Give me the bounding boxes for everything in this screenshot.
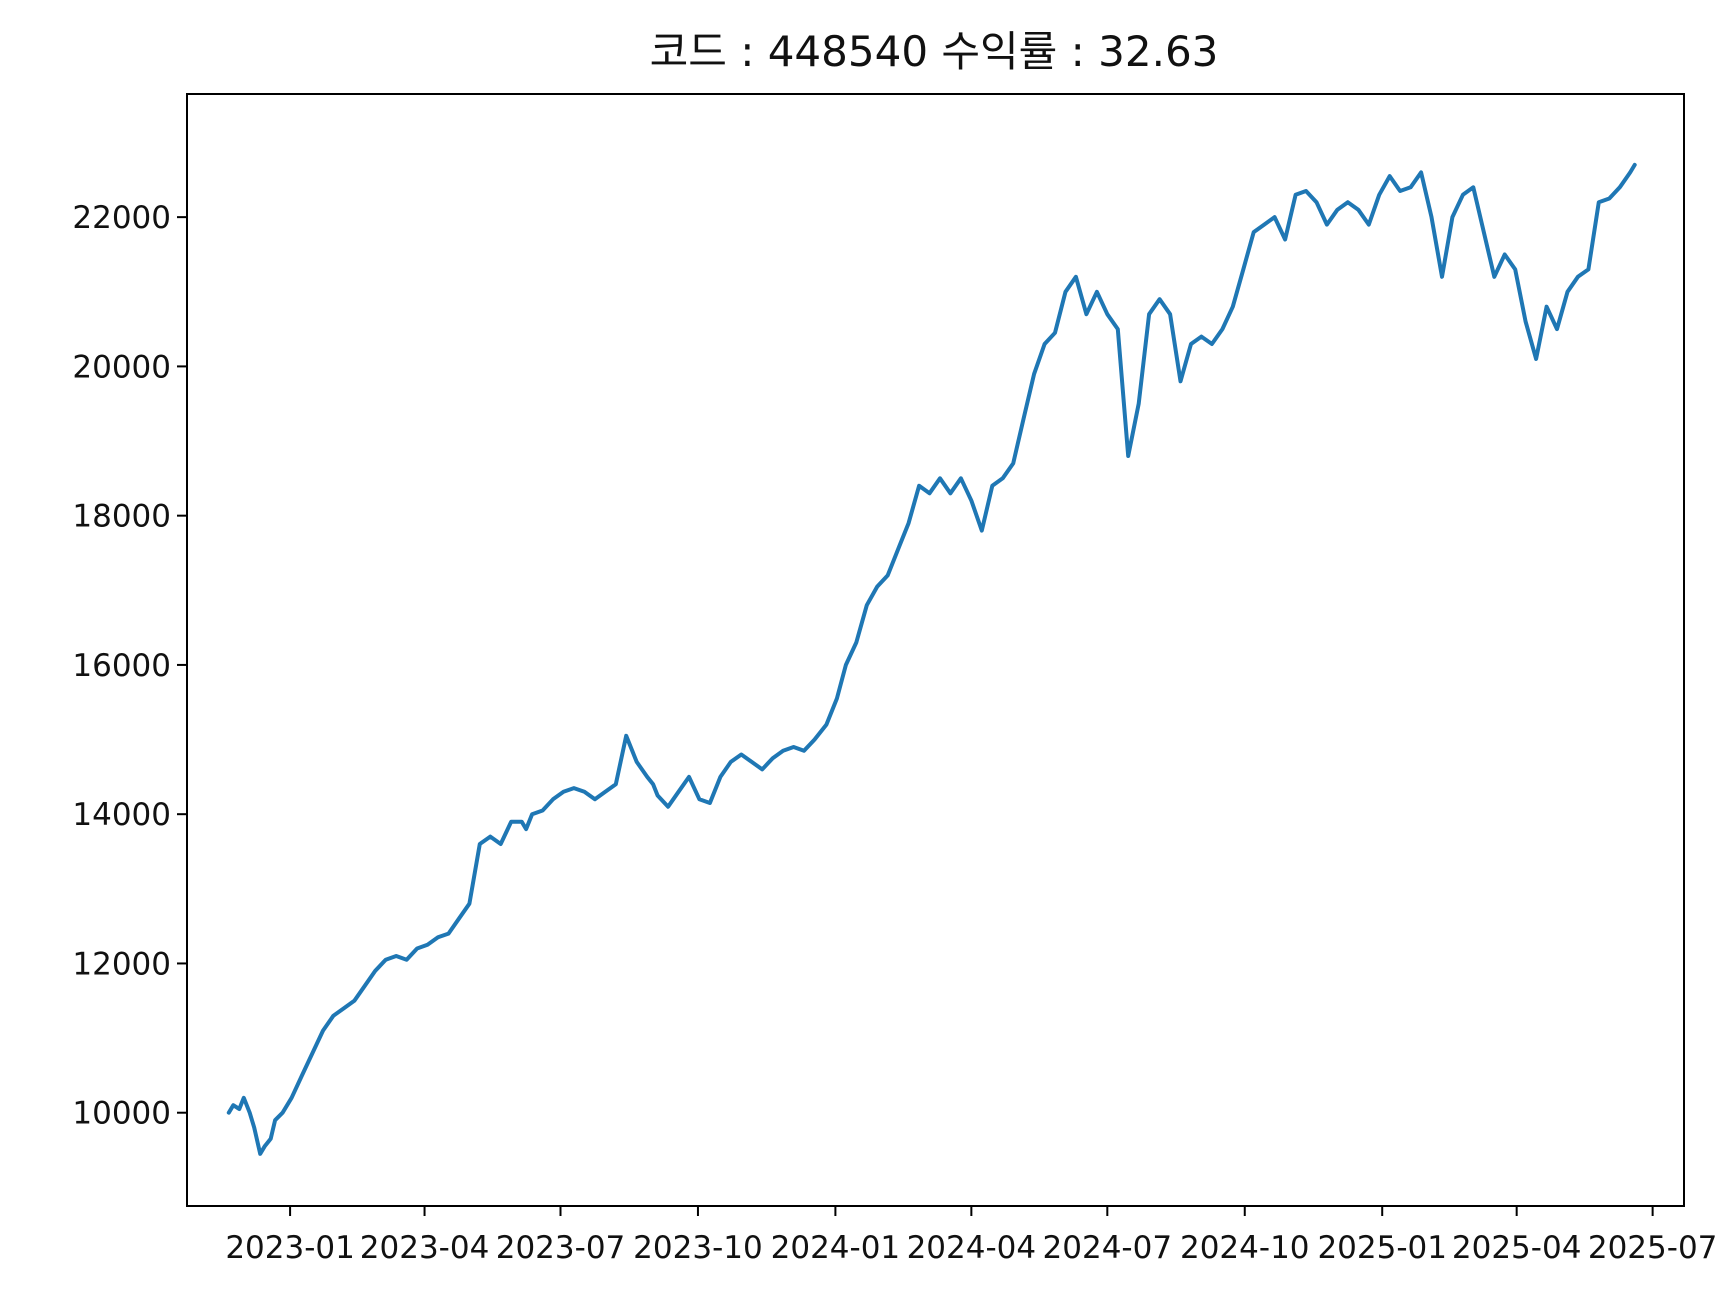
y-tick-label: 12000 [72,946,171,982]
x-tick-label: 2024-04 [907,1230,1037,1266]
x-tick-label: 2024-10 [1180,1230,1310,1266]
series-layer [226,162,1637,1156]
y-tick-label: 20000 [72,349,171,385]
x-tick-label: 2023-10 [633,1230,763,1266]
x-tick-label: 2023-04 [360,1230,490,1266]
y-tick-label: 22000 [72,200,171,236]
plot-frame [186,93,1685,1207]
x-tick-label: 2025-04 [1452,1230,1582,1266]
chart-title: 코드 : 448540 수익률 : 32.63 [650,27,1219,76]
y-tick-label: 14000 [72,797,171,833]
x-tick-label: 2024-01 [771,1230,901,1266]
x-axis: 2023-01 2023-04 2023-07 2023-10 2024-01 2024-… [225,1206,1717,1266]
x-tick-label: 2024-07 [1043,1230,1173,1266]
y-axis: 10000 12000 14000 16000 18000 20000 22000 [72,200,187,1132]
y-tick-label: 16000 [72,648,171,684]
y-tick-label: 10000 [72,1096,171,1132]
y-tick-label: 18000 [72,499,171,535]
x-tick-label: 2025-01 [1317,1230,1447,1266]
x-tick-label: 2025-07 [1588,1230,1718,1266]
series-line [226,162,1637,1156]
x-tick-label: 2023-01 [225,1230,355,1266]
x-tick-label: 2023-07 [496,1230,626,1266]
